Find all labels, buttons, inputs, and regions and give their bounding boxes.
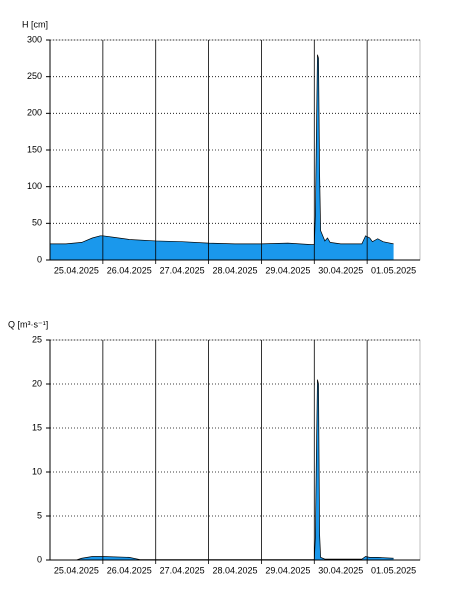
x-tick-label: 26.04.2025 bbox=[107, 265, 152, 275]
y-tick-label: 0 bbox=[37, 254, 42, 264]
area-line bbox=[50, 54, 394, 245]
x-tick-label: 27.04.2025 bbox=[160, 265, 205, 275]
x-tick-label: 28.04.2025 bbox=[212, 265, 257, 275]
area-line bbox=[50, 379, 394, 561]
plot-frame bbox=[49, 339, 421, 561]
y-tick-label: 300 bbox=[27, 34, 42, 44]
y-tick-label: 50 bbox=[32, 218, 42, 228]
y-tick-label: 5 bbox=[37, 510, 42, 520]
y-tick-label: 15 bbox=[32, 422, 42, 432]
y-tick-label: 25 bbox=[32, 334, 42, 344]
y-tick-label: 150 bbox=[27, 144, 42, 154]
y-tick-label: 100 bbox=[27, 181, 42, 191]
x-tick-label: 01.05.2025 bbox=[371, 265, 416, 275]
x-tick-label: 26.04.2025 bbox=[107, 565, 152, 575]
x-tick-label: 25.04.2025 bbox=[54, 265, 99, 275]
x-tick-label: 25.04.2025 bbox=[54, 565, 99, 575]
area bbox=[50, 379, 394, 560]
x-tick-label: 30.04.2025 bbox=[318, 265, 363, 275]
y-tick-label: 0 bbox=[37, 554, 42, 564]
y-tick-label: 250 bbox=[27, 71, 42, 81]
y-tick-label: 10 bbox=[32, 466, 42, 476]
plot-frame bbox=[49, 39, 421, 261]
x-tick-label: 28.04.2025 bbox=[212, 565, 257, 575]
y-tick-label: 200 bbox=[27, 108, 42, 118]
y-tick-label: 20 bbox=[32, 378, 42, 388]
x-tick-label: 29.04.2025 bbox=[265, 265, 310, 275]
area bbox=[50, 54, 394, 260]
y-axis-label: H [cm] bbox=[22, 19, 48, 29]
x-tick-label: 01.05.2025 bbox=[371, 565, 416, 575]
x-tick-label: 30.04.2025 bbox=[318, 565, 363, 575]
x-tick-label: 29.04.2025 bbox=[265, 565, 310, 575]
x-tick-label: 27.04.2025 bbox=[160, 565, 205, 575]
y-axis-label: Q [m³·s⁻¹] bbox=[8, 319, 48, 329]
